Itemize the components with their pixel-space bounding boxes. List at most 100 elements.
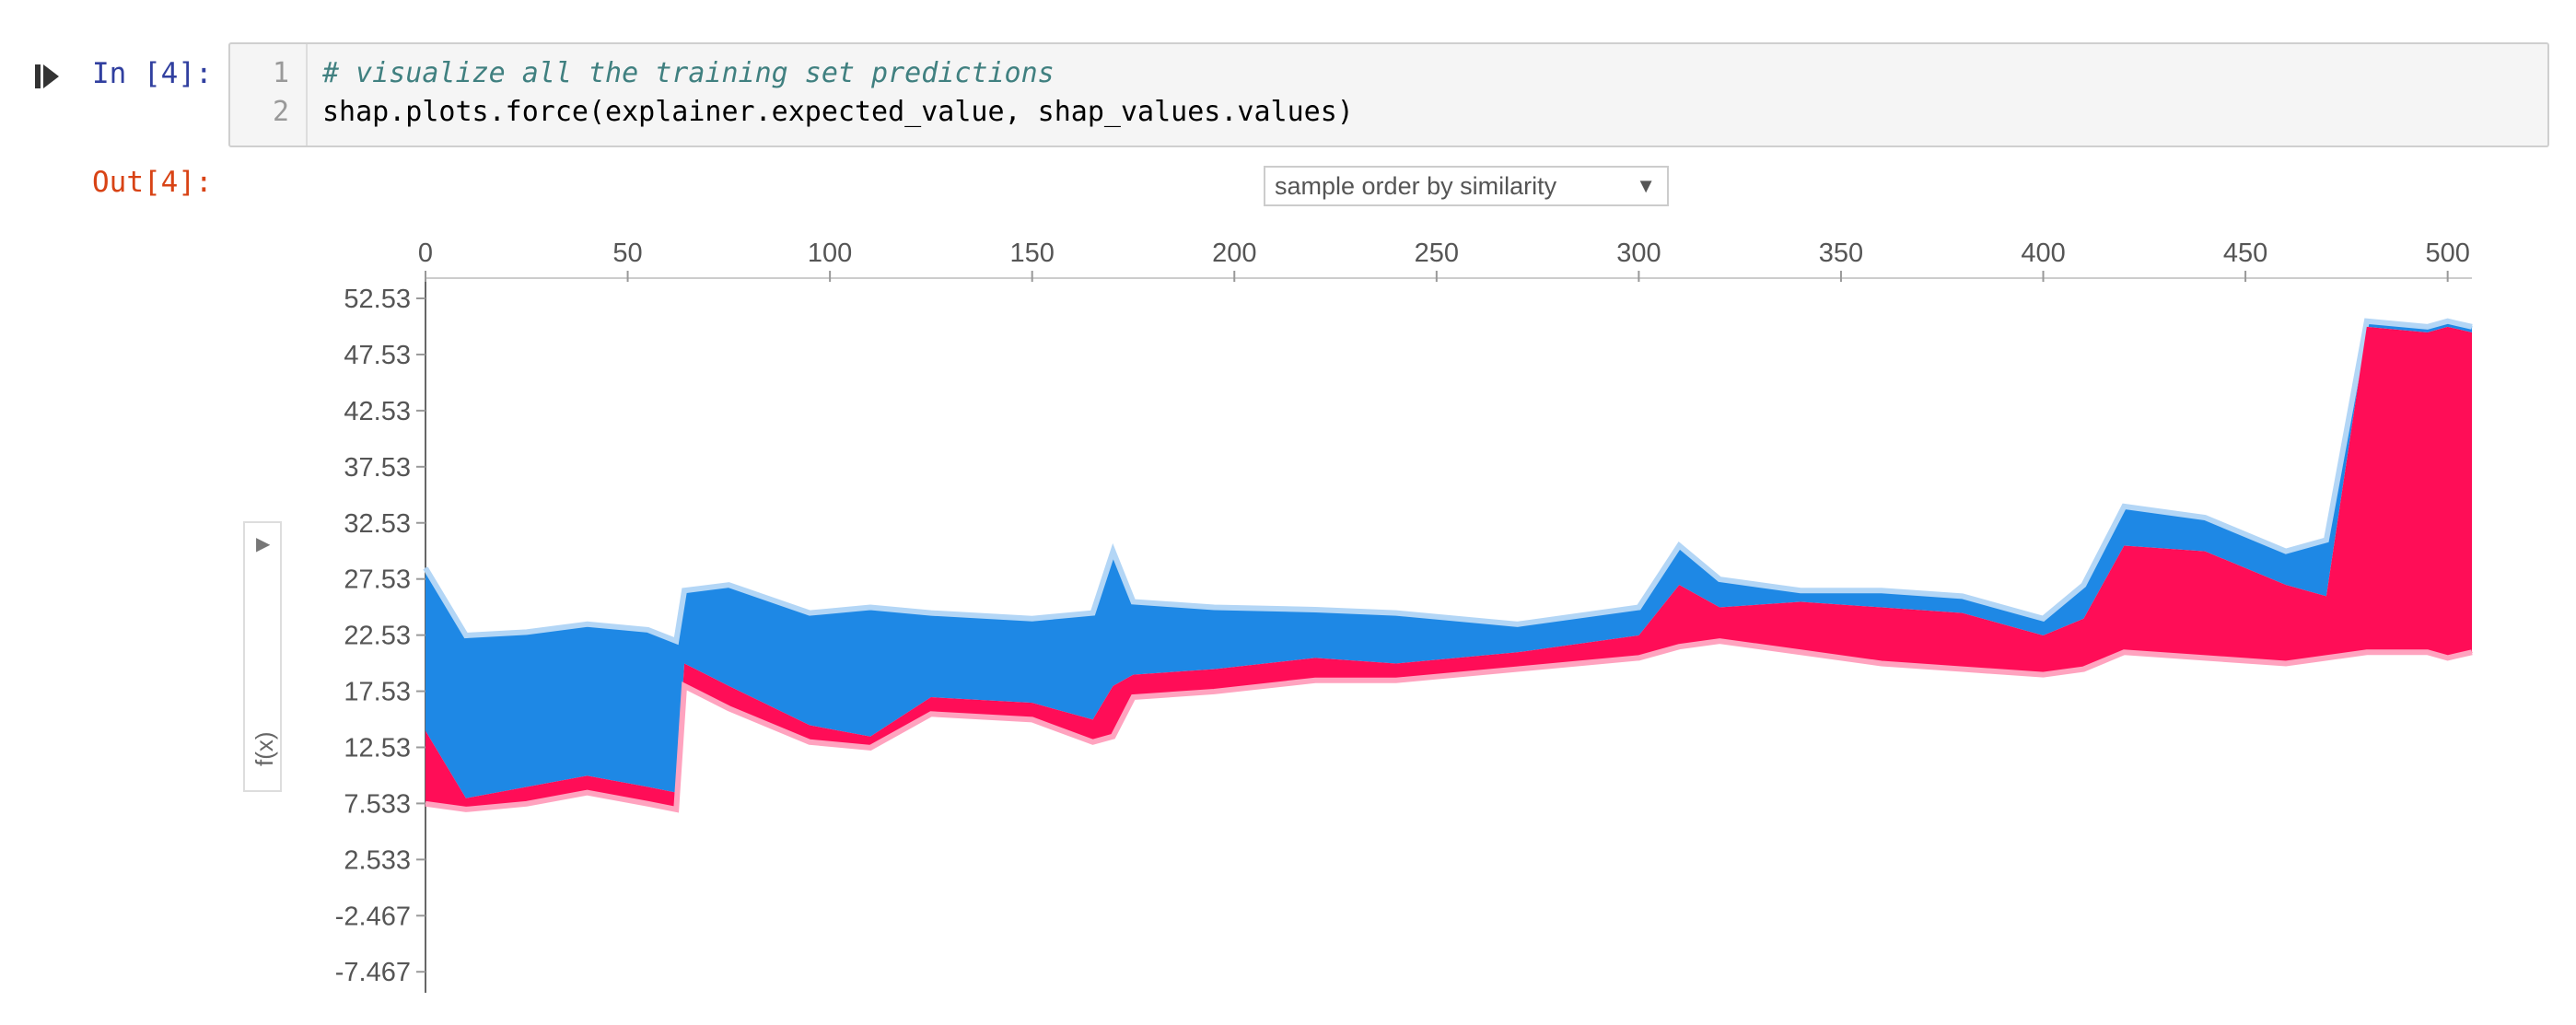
force-point-positive — [809, 740, 810, 743]
line-number-1: 1 — [272, 57, 289, 89]
force-point-positive — [1314, 679, 1316, 681]
force-point-negative — [1638, 606, 1640, 609]
force-point-positive — [1881, 662, 1882, 665]
force-point-positive — [2446, 657, 2449, 659]
force-point-positive — [586, 791, 589, 794]
force-point-positive — [1800, 651, 1801, 654]
code-line-comment[interactable]: # visualize all the training set predict… — [322, 57, 1055, 89]
force-point-negative — [1395, 612, 1397, 614]
force-point-negative — [1961, 595, 1964, 598]
x-tick-label: 50 — [612, 239, 642, 268]
force-point-negative — [1031, 617, 1033, 620]
force-point-negative — [2446, 320, 2449, 322]
y-tick-label: 37.53 — [344, 453, 411, 483]
force-point-negative — [683, 589, 685, 592]
force-point-negative — [2426, 326, 2429, 328]
y-tick-label: 17.53 — [344, 678, 411, 707]
force-point-positive — [2471, 651, 2473, 654]
force-point-negative — [869, 606, 871, 609]
force-point-negative — [675, 640, 678, 642]
force-band-negative — [425, 320, 2472, 798]
force-point-negative — [1881, 589, 1882, 592]
force-point-negative — [425, 567, 426, 569]
line-number-gutter: 1 2 — [230, 44, 308, 146]
force-point-positive — [1112, 735, 1114, 738]
force-point-positive — [2123, 651, 2126, 654]
force-point-positive — [2366, 651, 2368, 654]
y-tick-label: 7.533 — [344, 789, 411, 819]
y-tick-label: 27.53 — [344, 565, 411, 595]
force-point-positive — [2325, 657, 2327, 659]
force-point-positive — [1031, 718, 1033, 721]
force-point-positive — [869, 747, 871, 749]
force-point-negative — [525, 631, 528, 634]
force-point-negative — [1213, 606, 1216, 609]
force-point-positive — [2426, 651, 2429, 654]
y-tick-label: -7.467 — [335, 958, 411, 987]
force-point-positive — [728, 707, 730, 710]
y-tick-label: 12.53 — [344, 734, 411, 763]
force-point-positive — [1395, 679, 1397, 681]
x-tick-label: 400 — [2021, 239, 2065, 268]
x-tick-label: 0 — [418, 239, 433, 268]
force-point-negative — [2123, 506, 2126, 507]
force-point-positive — [1638, 657, 1640, 659]
force-point-negative — [1132, 600, 1135, 603]
sample-order-select[interactable]: sample order by similarity ▼ — [1264, 166, 1669, 206]
y-tick-label: 2.533 — [344, 845, 411, 875]
force-point-negative — [1314, 609, 1316, 611]
force-point-positive — [1091, 740, 1094, 743]
force-point-positive — [1132, 696, 1135, 698]
force-point-positive — [525, 803, 528, 805]
force-point-positive — [465, 809, 467, 810]
force-point-negative — [2285, 550, 2287, 553]
force-point-negative — [586, 623, 589, 625]
force-band-positive — [425, 326, 2472, 810]
x-tick-label: 450 — [2223, 239, 2267, 268]
force-point-negative — [2042, 617, 2045, 620]
force-point-positive — [2082, 668, 2085, 670]
output-prompt: Out[4]: — [92, 166, 213, 199]
force-point-negative — [1800, 589, 1801, 592]
force-point-negative — [1516, 623, 1519, 625]
code-cell-editor[interactable]: 1 2 # visualize all the training set pre… — [228, 42, 2549, 147]
force-point-positive — [675, 809, 678, 810]
x-tick-label: 500 — [2425, 239, 2469, 268]
force-point-negative — [1719, 578, 1721, 580]
x-tick-label: 250 — [1415, 239, 1459, 268]
force-point-negative — [2325, 539, 2327, 542]
force-point-positive — [1213, 691, 1216, 693]
force-point-positive — [1678, 646, 1681, 647]
expand-triangle-icon[interactable]: ▶ — [256, 534, 271, 554]
force-point-positive — [2285, 662, 2287, 665]
y-tick-label: -2.467 — [335, 902, 411, 931]
dropdown-caret-icon: ▼ — [1636, 174, 1656, 197]
force-point-negative — [1091, 612, 1094, 614]
force-point-negative — [1112, 550, 1114, 553]
force-point-negative — [465, 635, 467, 636]
y-tick-label: 32.53 — [344, 509, 411, 539]
y-tick-label: 22.53 — [344, 622, 411, 651]
code-line-force-call[interactable]: shap.plots.force(explainer.expected_valu… — [322, 96, 1354, 128]
x-tick-label: 200 — [1212, 239, 1256, 268]
input-prompt: In [4]: — [92, 57, 213, 90]
force-point-positive — [1719, 640, 1721, 642]
force-point-positive — [1516, 668, 1519, 670]
y-axis-select[interactable]: ▶ f(x) — [243, 521, 282, 792]
force-point-negative — [930, 612, 932, 614]
x-tick-label: 350 — [1819, 239, 1863, 268]
force-point-negative — [2366, 320, 2368, 322]
force-point-negative — [647, 629, 649, 631]
x-tick-label: 150 — [1010, 239, 1055, 268]
line-number-2: 2 — [272, 96, 289, 128]
force-point-negative — [728, 584, 730, 586]
x-tick-label: 100 — [808, 239, 852, 268]
x-tick-label: 300 — [1616, 239, 1661, 268]
run-cell-icon[interactable] — [35, 63, 61, 90]
force-point-positive — [2204, 657, 2206, 659]
force-point-positive — [647, 803, 649, 805]
force-point-positive — [930, 713, 932, 716]
sample-order-select-value: sample order by similarity — [1275, 172, 1557, 200]
force-point-negative — [2204, 517, 2206, 518]
